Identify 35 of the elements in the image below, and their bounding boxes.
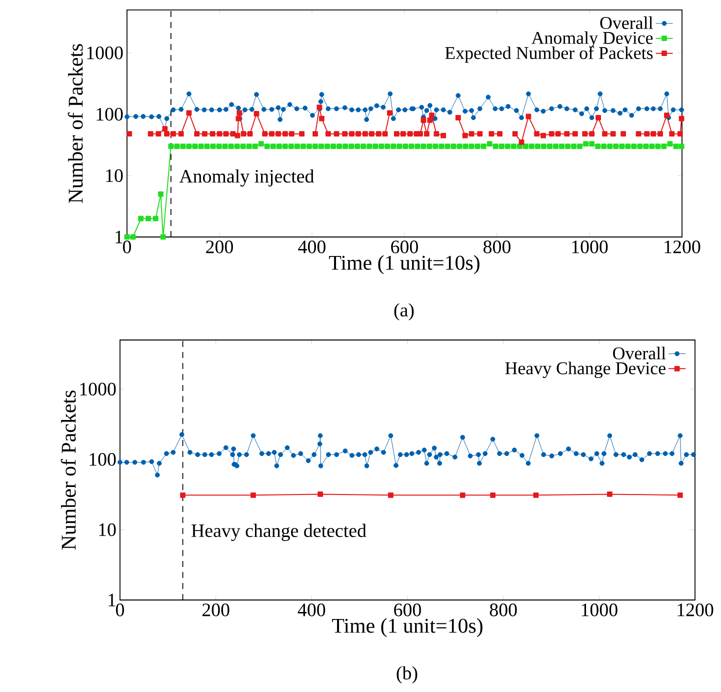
y-axis-title: Number of Packets: [68, 44, 83, 204]
x-axis-title: Time (1 unit=10s): [329, 255, 480, 274]
y-tick-label: 1: [108, 594, 116, 606]
y-tick-label: 1000: [80, 382, 116, 396]
y-axis-title: Number of Packets: [60, 390, 76, 550]
y-tick-label: 100: [90, 453, 116, 466]
ref-line-label: Anomaly injected: [179, 169, 314, 187]
y-tick-label: 10: [106, 169, 123, 182]
x-tick-label: 400: [298, 240, 326, 254]
x-tick-label: 1200: [678, 604, 714, 616]
ref-line-label: Heavy change detected: [192, 524, 366, 542]
x-tick-label: 800: [484, 240, 510, 254]
x-tick-label: 600: [394, 604, 421, 616]
x-tick-label: 0: [116, 604, 124, 616]
x-tick-label: 800: [490, 604, 517, 616]
text: (a): [394, 303, 414, 320]
legend-label: Overall: [600, 16, 653, 30]
x-tick-label: 1000: [582, 604, 618, 616]
x-tick-label: 200: [206, 240, 233, 254]
x-tick-label: 200: [202, 604, 230, 616]
y-tick-label: 1000: [87, 46, 123, 60]
x-tick-label: 1000: [572, 240, 608, 254]
x-tick-label: 1200: [664, 240, 700, 254]
x-tick-label: 0: [122, 240, 132, 254]
y-tick-label: 10: [99, 523, 116, 536]
y-tick-label: 1: [116, 230, 122, 244]
legend-label: Overall: [613, 346, 666, 360]
legend-label: Anomaly Device: [531, 31, 653, 48]
legend-label: Heavy Change Device: [505, 362, 666, 378]
x-tick-label: 400: [298, 604, 326, 616]
x-tick-label: 600: [391, 240, 418, 254]
y-tick-label: 100: [96, 108, 123, 121]
x-axis-title: Time (1 unit=10s): [332, 618, 482, 638]
legend-label: Expected Number of Packets: [445, 46, 653, 63]
text: (b): [396, 666, 418, 684]
